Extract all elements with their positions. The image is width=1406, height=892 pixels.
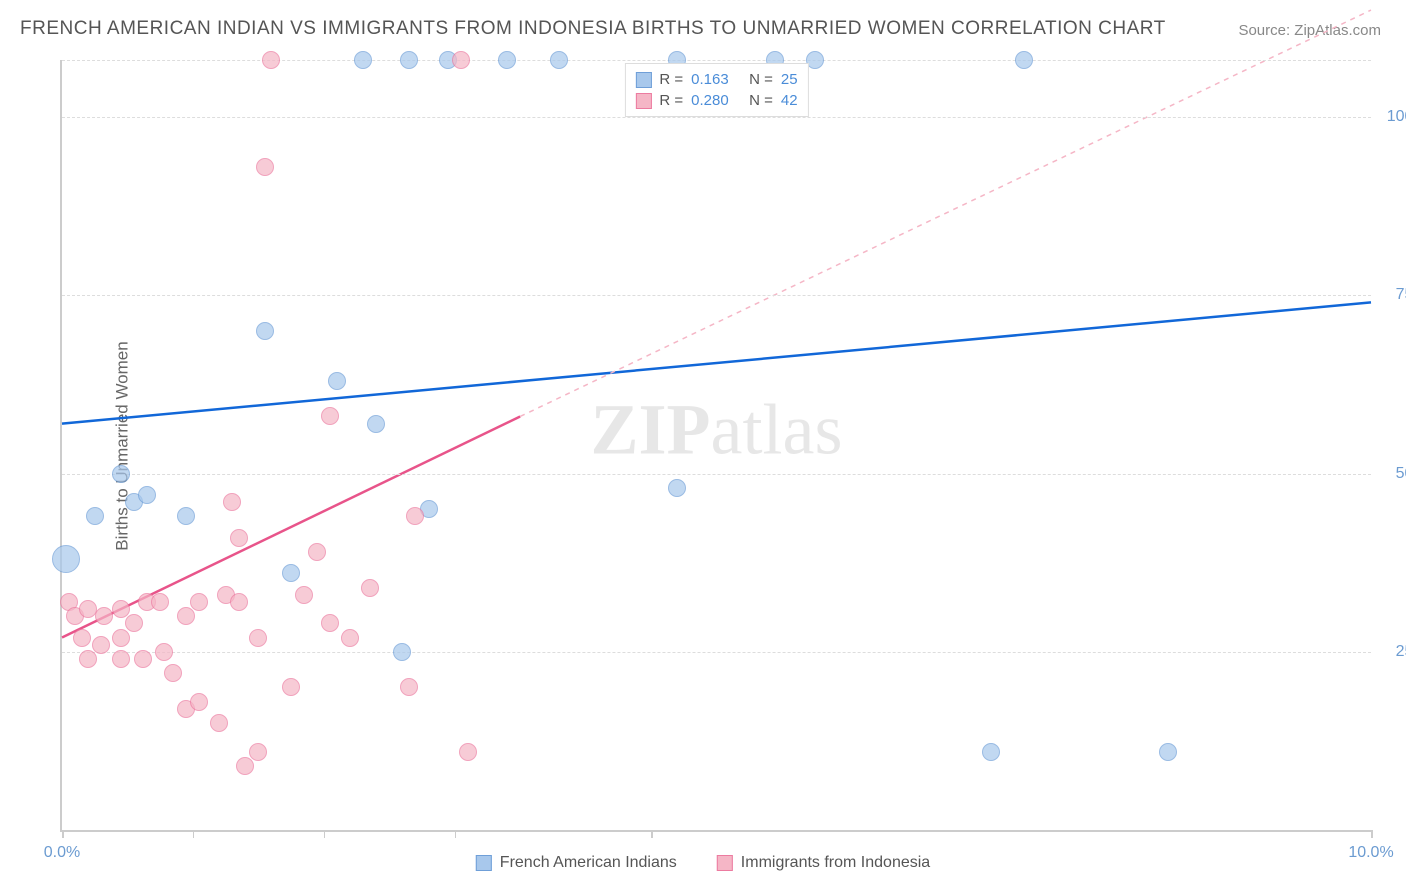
x-tick bbox=[651, 830, 653, 838]
data-point bbox=[86, 507, 104, 525]
y-tick-label: 75.0% bbox=[1396, 286, 1406, 304]
gridline bbox=[62, 474, 1371, 475]
data-point bbox=[134, 650, 152, 668]
data-point bbox=[138, 486, 156, 504]
data-point bbox=[498, 51, 516, 69]
data-point bbox=[262, 51, 280, 69]
legend-series-label: French American Indians bbox=[500, 854, 677, 872]
chart-title: FRENCH AMERICAN INDIAN VS IMMIGRANTS FRO… bbox=[20, 18, 1166, 40]
legend-series-item: French American Indians bbox=[476, 854, 677, 872]
series-legend: French American Indians Immigrants from I… bbox=[476, 854, 930, 872]
data-point bbox=[95, 607, 113, 625]
data-point bbox=[92, 636, 110, 654]
data-point bbox=[550, 51, 568, 69]
gridline bbox=[62, 117, 1371, 118]
regression-line bbox=[62, 302, 1371, 423]
data-point bbox=[112, 629, 130, 647]
gridline bbox=[62, 652, 1371, 653]
correlation-legend: R = 0.163 N = 25 R = 0.280 N = 42 bbox=[624, 63, 808, 117]
data-point bbox=[177, 607, 195, 625]
data-point bbox=[321, 614, 339, 632]
watermark-text-b: atlas bbox=[711, 389, 843, 469]
data-point bbox=[256, 322, 274, 340]
data-point bbox=[256, 158, 274, 176]
data-point bbox=[73, 629, 91, 647]
gridline bbox=[62, 60, 1371, 61]
data-point bbox=[406, 507, 424, 525]
data-point bbox=[1015, 51, 1033, 69]
data-point bbox=[230, 593, 248, 611]
legend-n-value: 42 bbox=[781, 92, 798, 109]
legend-swatch bbox=[635, 72, 651, 88]
data-point bbox=[459, 743, 477, 761]
data-point bbox=[249, 743, 267, 761]
x-tick bbox=[62, 830, 64, 838]
data-point bbox=[177, 507, 195, 525]
data-point bbox=[230, 529, 248, 547]
data-point bbox=[125, 614, 143, 632]
data-point bbox=[341, 629, 359, 647]
data-point bbox=[361, 579, 379, 597]
legend-n-label: N = bbox=[749, 71, 773, 88]
data-point bbox=[282, 564, 300, 582]
data-point bbox=[308, 543, 326, 561]
data-point bbox=[190, 593, 208, 611]
regression-line bbox=[62, 416, 520, 637]
data-point bbox=[249, 629, 267, 647]
legend-stat-row: R = 0.280 N = 42 bbox=[635, 90, 797, 111]
data-point bbox=[295, 586, 313, 604]
legend-series-item: Immigrants from Indonesia bbox=[717, 854, 930, 872]
legend-swatch bbox=[717, 855, 733, 871]
data-point bbox=[354, 51, 372, 69]
legend-r-value: 0.163 bbox=[691, 71, 741, 88]
y-tick-label: 100.0% bbox=[1387, 108, 1406, 126]
y-tick-label: 50.0% bbox=[1396, 465, 1406, 483]
data-point bbox=[393, 643, 411, 661]
x-tick-label: 10.0% bbox=[1348, 844, 1393, 862]
legend-swatch bbox=[635, 93, 651, 109]
data-point bbox=[282, 678, 300, 696]
data-point bbox=[155, 643, 173, 661]
legend-stat-row: R = 0.163 N = 25 bbox=[635, 69, 797, 90]
gridline bbox=[62, 295, 1371, 296]
data-point bbox=[190, 693, 208, 711]
data-point bbox=[367, 415, 385, 433]
chart-plot-area: ZIPatlas R =0.163N =25R =0.280N =42 25.0… bbox=[60, 60, 1371, 832]
data-point bbox=[52, 545, 80, 573]
source-attribution: Source: ZipAtlas.com bbox=[1238, 22, 1381, 39]
data-point bbox=[164, 664, 182, 682]
data-point bbox=[112, 650, 130, 668]
regression-lines-layer bbox=[62, 60, 1371, 830]
data-point bbox=[210, 714, 228, 732]
data-point bbox=[982, 743, 1000, 761]
legend-r-label: R = bbox=[659, 92, 683, 109]
x-tick bbox=[324, 830, 326, 838]
x-tick-label: 0.0% bbox=[44, 844, 80, 862]
data-point bbox=[79, 650, 97, 668]
data-point bbox=[668, 479, 686, 497]
legend-swatch bbox=[476, 855, 492, 871]
x-tick bbox=[1371, 830, 1373, 838]
data-point bbox=[452, 51, 470, 69]
data-point bbox=[112, 600, 130, 618]
legend-series-label: Immigrants from Indonesia bbox=[741, 854, 930, 872]
data-point bbox=[400, 678, 418, 696]
y-tick-label: 25.0% bbox=[1396, 643, 1406, 661]
watermark: ZIPatlas bbox=[591, 388, 843, 471]
data-point bbox=[321, 407, 339, 425]
legend-n-value: 25 bbox=[781, 71, 798, 88]
data-point bbox=[223, 493, 241, 511]
data-point bbox=[328, 372, 346, 390]
watermark-text-a: ZIP bbox=[591, 389, 711, 469]
legend-n-label: N = bbox=[749, 92, 773, 109]
data-point bbox=[1159, 743, 1177, 761]
legend-r-value: 0.280 bbox=[691, 92, 741, 109]
legend-r-label: R = bbox=[659, 71, 683, 88]
x-tick bbox=[193, 830, 195, 838]
x-tick bbox=[455, 830, 457, 838]
data-point bbox=[112, 465, 130, 483]
data-point bbox=[400, 51, 418, 69]
data-point bbox=[151, 593, 169, 611]
data-point bbox=[236, 757, 254, 775]
